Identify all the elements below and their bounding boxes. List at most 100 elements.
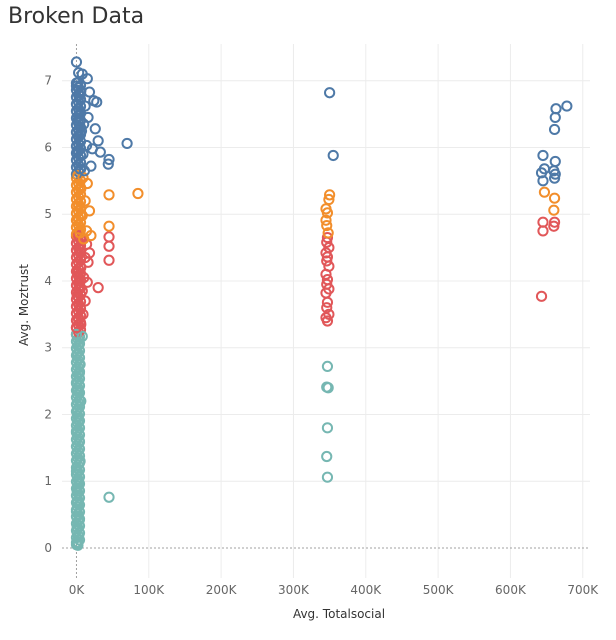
x-tick-label: 0K: [69, 583, 86, 597]
data-point: [537, 149, 549, 162]
x-tick-label: 200K: [206, 583, 238, 597]
data-point: [78, 233, 90, 245]
data-point: [77, 148, 89, 160]
data-point: [549, 111, 561, 124]
data-point: [327, 149, 339, 162]
data-point: [74, 243, 86, 255]
data-point: [321, 231, 334, 244]
data-point: [70, 322, 83, 334]
data-point: [535, 167, 548, 179]
y-tick-label: 7: [44, 74, 52, 88]
gridlines: [62, 44, 590, 578]
data-point: [103, 240, 115, 252]
data-point: [72, 539, 84, 551]
chart-title: Broken Data: [8, 4, 145, 29]
y-tick-label: 3: [44, 341, 52, 355]
data-point: [81, 73, 93, 85]
data-point: [548, 172, 561, 184]
data-point: [103, 220, 115, 232]
x-tick-label: 300K: [278, 583, 310, 597]
data-point: [75, 183, 87, 195]
data-point: [94, 146, 106, 158]
data-point: [103, 153, 115, 166]
data-point: [71, 522, 83, 534]
data-point: [103, 491, 115, 503]
data-point: [71, 290, 83, 302]
x-tick-label: 100K: [133, 583, 165, 597]
data-point: [538, 186, 551, 198]
data-point: [92, 282, 104, 294]
data-point: [71, 348, 83, 360]
x-axis-label: Avg. Totalsocial: [293, 607, 385, 621]
data-point: [79, 195, 91, 207]
x-tick-label: 400K: [350, 583, 382, 597]
data-point: [92, 135, 104, 147]
data-point: [322, 227, 334, 239]
data-point: [103, 189, 115, 201]
y-tick-label: 6: [44, 140, 52, 154]
data-point: [324, 87, 336, 99]
data-points: [70, 56, 573, 551]
y-tick-labels: 0 1 2 3 4 5 6 7: [44, 74, 52, 555]
data-point: [75, 262, 87, 274]
data-point: [103, 231, 115, 243]
data-point: [85, 160, 97, 172]
data-point: [121, 137, 133, 150]
data-point: [132, 187, 144, 200]
data-point: [72, 385, 84, 397]
data-point: [73, 338, 85, 350]
data-point: [78, 118, 90, 130]
data-point: [324, 189, 336, 201]
data-point: [91, 96, 103, 108]
data-point: [72, 445, 84, 457]
data-point: [321, 207, 334, 219]
data-point: [82, 256, 94, 268]
data-point: [74, 455, 86, 467]
data-point: [548, 220, 560, 232]
y-axis-label: Avg. Moztrust: [17, 264, 31, 346]
data-point: [321, 422, 334, 434]
y-tick-label: 1: [44, 474, 52, 488]
data-point: [321, 315, 334, 327]
x-tick-label: 700K: [567, 583, 599, 597]
x-tick-label: 600K: [495, 583, 527, 597]
data-point: [73, 475, 85, 487]
data-point: [321, 450, 333, 463]
data-point: [70, 465, 83, 477]
data-point: [549, 155, 561, 168]
data-point: [74, 302, 86, 314]
data-point: [71, 145, 83, 157]
data-point: [73, 200, 85, 212]
data-point: [102, 158, 114, 170]
data-point: [537, 225, 549, 237]
data-point: [81, 177, 93, 190]
data-point: [83, 86, 96, 98]
data-point: [72, 115, 84, 127]
data-point: [75, 395, 87, 407]
data-point: [70, 56, 83, 68]
data-point: [73, 414, 85, 426]
data-point: [71, 215, 83, 227]
data-point: [321, 219, 333, 232]
data-point: [73, 105, 85, 117]
data-point: [74, 89, 86, 101]
data-point: [73, 129, 85, 142]
data-point: [321, 471, 334, 483]
data-point: [548, 204, 560, 216]
data-point: [89, 123, 101, 135]
data-point: [321, 255, 333, 267]
data-point: [535, 290, 548, 302]
x-tick-label: 500K: [423, 583, 455, 597]
data-point: [71, 485, 83, 497]
data-point: [321, 360, 334, 373]
data-point: [70, 425, 83, 437]
data-point: [320, 214, 332, 226]
y-tick-label: 4: [44, 274, 52, 288]
data-point: [548, 192, 561, 204]
data-point: [103, 254, 115, 266]
y-tick-label: 5: [44, 207, 52, 221]
data-point: [548, 123, 561, 136]
data-point: [561, 100, 573, 112]
data-point: [537, 175, 549, 187]
